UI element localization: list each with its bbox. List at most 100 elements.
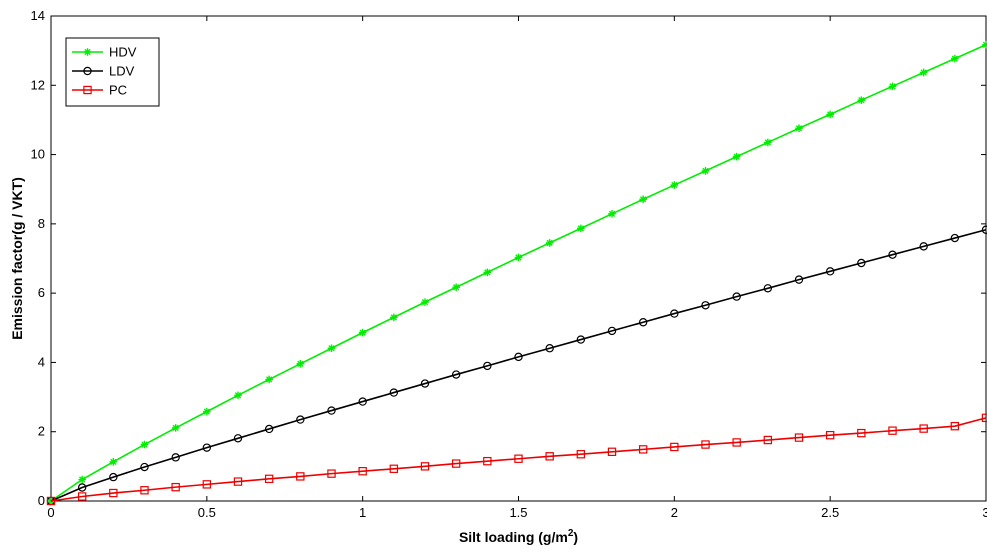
asterisk-stroke: [84, 48, 91, 56]
data-point-ldv: [638, 318, 648, 327]
data-point-ldv: [919, 242, 928, 251]
data-point-ldv: [576, 335, 586, 344]
asterisk-stroke: [640, 196, 647, 203]
x-tick-label: 1: [359, 505, 366, 520]
x-tick-label: 3: [982, 505, 987, 520]
data-point-pc: [607, 447, 617, 457]
data-point-pc: [888, 426, 897, 435]
asterisk-stroke: [110, 458, 117, 466]
series-ldv: [46, 225, 987, 506]
data-point-hdv: [951, 54, 959, 63]
data-point-ldv: [670, 309, 679, 318]
data-point-ldv: [140, 462, 149, 472]
legend-label-ldv: LDV: [109, 64, 135, 79]
asterisk-stroke: [827, 111, 834, 118]
asterisk-stroke: [702, 167, 709, 175]
y-tick-label: 6: [38, 285, 45, 300]
asterisk-stroke: [453, 284, 460, 291]
data-point-hdv: [140, 440, 149, 449]
data-point-ldv: [451, 370, 461, 379]
x-tick-label: 1.5: [509, 505, 527, 520]
data-point-pc: [950, 421, 960, 431]
data-point-hdv: [109, 458, 118, 466]
y-axis-ticks: 0 2 4 6 8 10 12 14: [31, 8, 986, 508]
legend-marker-ldv: [83, 66, 92, 76]
data-point-ldv: [77, 483, 87, 492]
data-point-hdv: [670, 181, 679, 189]
y-tick-label: 2: [38, 424, 45, 439]
legend-marker-hdv: [83, 48, 92, 56]
asterisk-stroke: [390, 314, 397, 321]
data-point-pc: [77, 492, 87, 501]
asterisk-stroke: [359, 329, 366, 336]
asterisk-stroke: [858, 97, 865, 104]
data-point-ldv: [420, 379, 430, 388]
data-point-hdv: [421, 298, 429, 306]
data-point-hdv: [857, 96, 866, 104]
asterisk-stroke: [141, 441, 148, 448]
data-point-hdv: [265, 375, 273, 384]
data-point-hdv: [826, 110, 834, 119]
asterisk-stroke: [172, 424, 179, 432]
data-point-hdv: [608, 210, 616, 218]
data-point-hdv: [888, 82, 897, 91]
data-point-ldv: [950, 233, 960, 243]
data-point-ldv: [857, 258, 866, 268]
asterisk-stroke: [982, 42, 987, 48]
data-point-pc: [919, 424, 928, 433]
x-axis-title: Silt loading (g/m2): [459, 528, 578, 545]
data-point-pc: [451, 459, 461, 468]
asterisk-stroke: [795, 125, 803, 132]
data-point-hdv: [701, 167, 710, 175]
data-point-ldv: [888, 250, 897, 259]
data-point-ldv: [327, 406, 336, 415]
data-point-pc: [264, 474, 274, 484]
asterisk-stroke: [920, 69, 927, 76]
data-point-pc: [389, 464, 399, 473]
data-point-hdv: [296, 360, 305, 368]
data-point-pc: [140, 486, 149, 495]
data-point-ldv: [109, 472, 118, 482]
data-point-hdv: [390, 313, 398, 322]
y-tick-label: 10: [31, 147, 45, 162]
data-point-hdv: [483, 268, 492, 277]
data-point-hdv: [358, 328, 367, 337]
data-point-ldv: [825, 267, 835, 276]
data-point-ldv: [233, 434, 243, 443]
data-point-ldv: [514, 352, 523, 362]
legend-label-pc: PC: [109, 83, 127, 98]
legend-box: [65, 37, 160, 107]
asterisk-stroke: [79, 476, 86, 483]
data-point-pc: [420, 462, 430, 471]
data-point-pc: [514, 454, 523, 463]
data-point-pc: [763, 435, 773, 445]
asterisk-stroke: [764, 139, 771, 146]
asterisk-stroke: [515, 254, 522, 261]
x-axis-ticks: 0 0.5 1 1.5 2 2.5 3: [47, 16, 987, 520]
data-point-pc: [358, 467, 367, 476]
asterisk-stroke: [951, 55, 958, 62]
data-point-hdv: [732, 152, 741, 161]
legend-item-pc: PC: [72, 83, 127, 98]
data-point-pc: [46, 496, 56, 506]
data-point-pc: [981, 413, 987, 423]
asterisk-stroke: [266, 376, 273, 383]
data-point-ldv: [389, 388, 399, 397]
asterisk-stroke: [203, 408, 210, 415]
data-point-pc: [483, 456, 492, 466]
y-tick-label: 8: [38, 216, 45, 231]
data-point-ldv: [763, 284, 773, 293]
data-point-pc: [202, 480, 212, 489]
data-point-pc: [171, 482, 180, 492]
data-point-ldv: [202, 443, 212, 452]
data-point-hdv: [577, 224, 585, 233]
data-point-pc: [233, 477, 243, 486]
data-point-ldv: [732, 292, 741, 301]
asterisk-stroke: [421, 298, 429, 306]
asterisk-stroke: [733, 153, 740, 160]
series-line-ldv: [50, 228, 987, 502]
data-point-pc: [327, 469, 336, 478]
data-point-pc: [109, 488, 118, 498]
data-point-pc: [794, 433, 804, 442]
